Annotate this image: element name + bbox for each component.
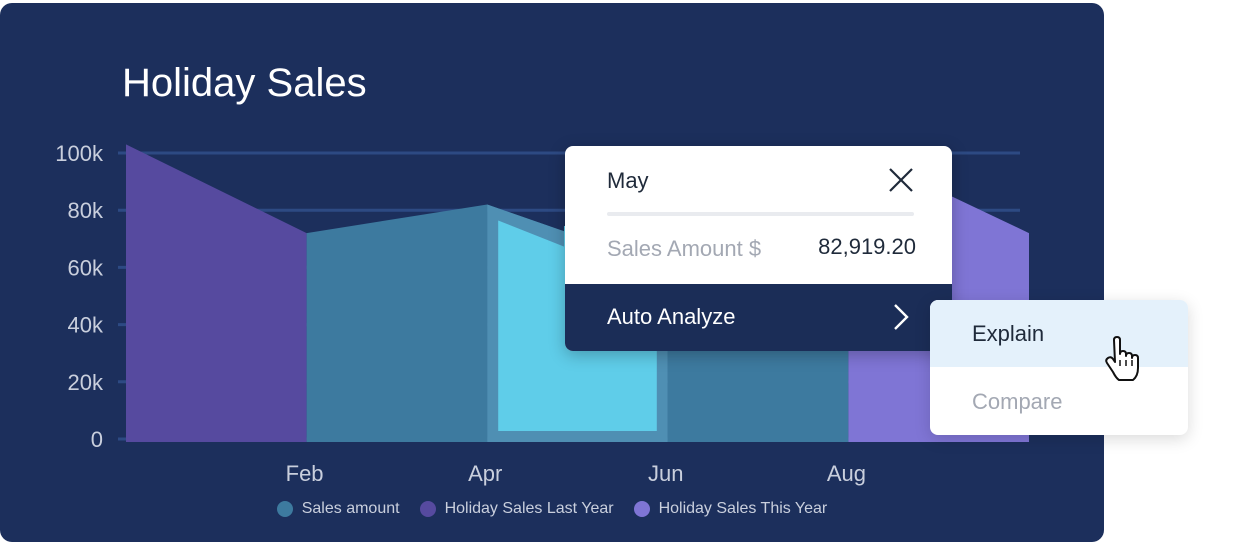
area-segment[interactable] — [306, 204, 488, 442]
auto-analyze-label: Auto Analyze — [607, 304, 736, 329]
x-tick-label: Aug — [827, 461, 866, 486]
sales-amount-value: 82,919.20 — [818, 234, 916, 259]
legend-swatch — [419, 501, 436, 517]
chart-title: Holiday Sales — [122, 61, 367, 105]
legend-label: Sales amount — [301, 500, 400, 517]
y-tick-label: 0 — [91, 427, 103, 452]
explain-menu-item[interactable]: Explain — [930, 300, 1188, 367]
x-tick-label: Feb — [286, 461, 324, 486]
legend-swatch — [633, 501, 650, 517]
compare-label: Compare — [972, 389, 1063, 414]
legend-item: Holiday Sales This Year — [633, 500, 828, 518]
y-tick-label: 20k — [68, 370, 104, 395]
y-tick-label: 60k — [68, 255, 104, 280]
area-segment[interactable] — [126, 144, 307, 443]
data-tooltip: May Sales Amount $ 82,919.20 Auto Analyz… — [565, 146, 952, 351]
x-tick-label: Jun — [648, 461, 683, 486]
y-tick-label: 80k — [68, 198, 104, 223]
y-tick-label: 40k — [68, 313, 104, 338]
legend-swatch — [276, 501, 293, 517]
tooltip-divider — [607, 212, 914, 216]
explain-label: Explain — [972, 321, 1045, 346]
auto-analyze-button[interactable]: Auto Analyze — [565, 284, 952, 351]
legend-item: Holiday Sales Last Year — [419, 500, 614, 518]
analyze-submenu: Explain Compare — [930, 300, 1188, 435]
y-tick-label: 100k — [55, 141, 104, 166]
legend-label: Holiday Sales Last Year — [444, 500, 614, 517]
legend-label: Holiday Sales This Year — [658, 500, 828, 517]
x-tick-label: Apr — [468, 461, 502, 486]
sales-amount-label: Sales Amount $ — [607, 236, 762, 261]
compare-menu-item[interactable]: Compare — [930, 368, 1188, 435]
chevron-right-icon — [894, 304, 909, 330]
legend-item: Sales amount — [276, 500, 400, 518]
hand-pointer-icon — [1105, 336, 1139, 381]
tooltip-month: May — [607, 168, 649, 193]
chart-legend: Sales amount Holiday Sales Last Year Holid… — [0, 500, 1104, 518]
close-icon[interactable] — [887, 166, 915, 194]
